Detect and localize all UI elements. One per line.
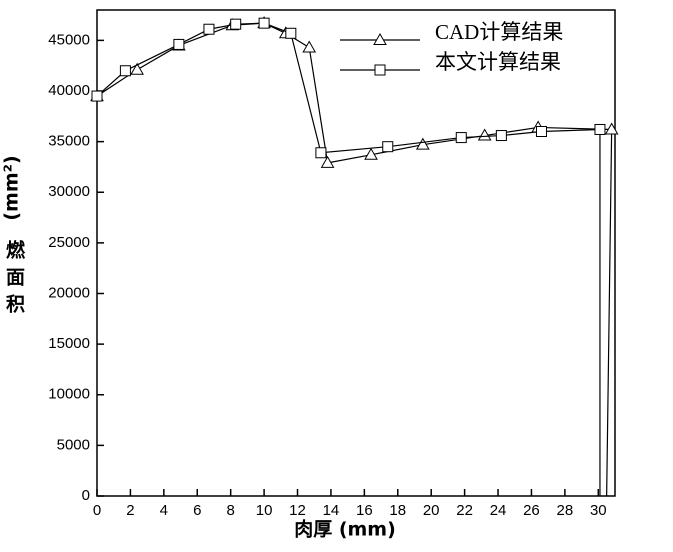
y-tick-label: 5000 <box>57 436 90 453</box>
marker-square <box>535 126 547 137</box>
x-tick-label: 24 <box>490 502 507 519</box>
legend-marker <box>374 64 386 76</box>
series-line <box>96 22 601 496</box>
marker-triangle <box>130 62 144 75</box>
y-axis-unit: (mm²) <box>1 155 23 220</box>
legend-label: CAD计算结果 <box>435 20 563 44</box>
marker-square <box>455 132 467 144</box>
x-tick-label: 2 <box>126 502 134 519</box>
marker-square <box>594 123 606 135</box>
marker-triangle <box>364 147 378 160</box>
series-line <box>96 22 613 497</box>
x-tick-label: 18 <box>389 502 406 519</box>
y-axis-label: 燃面积 <box>3 239 25 321</box>
marker-square <box>258 17 270 29</box>
y-tick-label: 25000 <box>48 234 90 251</box>
marker-square <box>315 147 327 159</box>
marker-triangle <box>320 155 335 168</box>
marker-square <box>495 130 507 142</box>
y-tick-label: 0 <box>82 487 90 504</box>
marker-square <box>119 65 131 77</box>
x-tick-label: 20 <box>423 502 440 519</box>
marker-square <box>285 27 297 39</box>
marker-square <box>91 90 103 102</box>
x-tick-label: 0 <box>93 502 101 519</box>
x-tick-label: 26 <box>523 502 540 519</box>
y-tick-label: 20000 <box>48 284 90 301</box>
x-tick-label: 12 <box>289 502 306 519</box>
x-tick-label: 6 <box>193 502 201 519</box>
x-tick-label: 16 <box>356 502 373 519</box>
marker-triangle <box>604 122 619 135</box>
legend-marker <box>373 32 387 45</box>
plot-frame <box>96 9 616 497</box>
marker-square <box>230 18 242 30</box>
y-tick-label: 35000 <box>48 133 90 150</box>
marker-triangle <box>477 128 492 141</box>
x-tick-label: 14 <box>323 502 340 519</box>
x-axis-label: 肉厚 (mm) <box>294 518 396 541</box>
y-tick-label: 45000 <box>48 31 90 48</box>
x-tick-label: 22 <box>456 502 473 519</box>
marker-triangle <box>302 40 317 53</box>
x-tick-label: 28 <box>557 502 574 519</box>
y-tick-label: 10000 <box>48 386 90 403</box>
x-tick-label: 30 <box>590 502 607 519</box>
marker-square <box>382 141 394 153</box>
y-tick-label: 30000 <box>48 183 90 200</box>
legend-label: 本文计算结果 <box>435 50 561 74</box>
y-tick-label: 40000 <box>48 82 90 99</box>
marker-square <box>203 23 215 35</box>
x-tick-label: 8 <box>227 502 235 519</box>
marker-square <box>173 38 185 50</box>
x-tick-label: 10 <box>256 502 273 519</box>
marker-triangle <box>415 137 430 150</box>
y-tick-label: 15000 <box>48 335 90 352</box>
x-tick-label: 4 <box>160 502 168 519</box>
